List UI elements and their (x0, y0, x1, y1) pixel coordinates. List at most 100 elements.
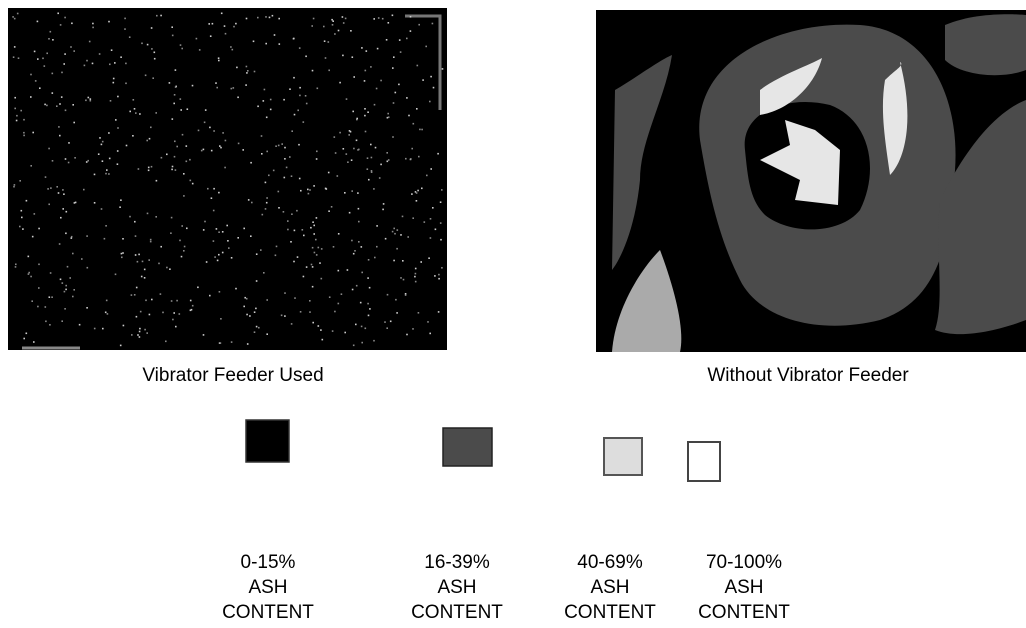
speckle (104, 238, 106, 240)
speckle (141, 43, 143, 45)
speckle (312, 286, 314, 288)
speckle (161, 157, 163, 159)
speckle (114, 62, 116, 64)
speckle (64, 17, 66, 19)
speckle (353, 345, 355, 347)
speckle (20, 110, 22, 112)
speckle (294, 114, 296, 116)
speckle (418, 312, 420, 314)
speckle (440, 239, 442, 241)
speckle (411, 193, 413, 195)
speckle (347, 269, 349, 271)
speckle (73, 50, 75, 52)
speckle (266, 151, 268, 153)
speckle (361, 246, 363, 248)
speckle (438, 274, 440, 276)
speckle (438, 311, 440, 313)
speckle (393, 56, 395, 58)
speckle (405, 158, 407, 160)
speckle (61, 320, 63, 322)
speckle (348, 134, 350, 136)
speckle (113, 82, 115, 84)
speckle (144, 269, 146, 271)
speckle (398, 84, 400, 86)
speckle (371, 171, 373, 173)
speckle (131, 294, 133, 296)
speckle (17, 13, 19, 15)
speckle (305, 56, 307, 58)
speckle (192, 85, 194, 87)
speckle (395, 299, 397, 301)
speckle (120, 56, 122, 58)
speckle (306, 266, 308, 268)
speckle (353, 76, 355, 78)
speckle (350, 131, 352, 133)
speckle (171, 26, 173, 28)
speckle (297, 256, 299, 258)
speckle (291, 175, 293, 177)
speckle (173, 103, 175, 105)
speckle (131, 334, 133, 336)
speckle (407, 236, 409, 238)
speckle (21, 217, 23, 219)
speckle (417, 65, 419, 67)
speckle (419, 129, 421, 131)
speckle (284, 177, 286, 179)
speckle (182, 134, 184, 136)
speckle (125, 83, 127, 85)
speckle (26, 333, 28, 335)
speckle (47, 188, 49, 190)
speckle (366, 50, 368, 52)
speckle (387, 294, 389, 296)
speckle (343, 148, 345, 150)
speckle (422, 79, 424, 81)
legend-swatch (443, 428, 492, 466)
speckle (49, 324, 51, 326)
speckle (343, 22, 345, 24)
speckle (124, 18, 126, 20)
speckle (268, 175, 270, 177)
speckle (299, 47, 301, 49)
speckle (293, 38, 295, 40)
speckle (370, 66, 372, 68)
speckle (49, 296, 51, 298)
speckle (32, 132, 34, 134)
speckle (370, 144, 372, 146)
speckle (171, 169, 173, 171)
speckle (390, 321, 392, 323)
speckle (140, 311, 142, 313)
speckle (230, 46, 232, 48)
speckle (117, 127, 119, 129)
speckle (358, 221, 360, 223)
speckle (219, 145, 221, 147)
speckle (323, 26, 325, 28)
speckle (18, 57, 20, 59)
speckle (400, 234, 402, 236)
speckle (245, 84, 247, 86)
speckle (214, 256, 216, 258)
speckle (19, 226, 21, 228)
speckle (46, 53, 48, 55)
speckle (247, 70, 249, 72)
speckle (361, 272, 363, 274)
speckle (261, 153, 263, 155)
speckle (440, 201, 442, 203)
speckle (286, 167, 288, 169)
speckle (442, 68, 444, 70)
speckle (425, 46, 427, 48)
speckle (320, 329, 322, 331)
legend-label: ASH (248, 577, 287, 598)
speckle (16, 120, 18, 122)
speckle (64, 308, 66, 310)
speckle (351, 240, 353, 242)
speckle (251, 202, 253, 204)
speckle (14, 46, 16, 48)
speckle (367, 303, 369, 305)
speckle (361, 326, 363, 328)
speckle (218, 192, 220, 194)
legend-label: ASH (590, 577, 629, 598)
speckle (353, 253, 355, 255)
speckle (315, 239, 317, 241)
speckle (256, 280, 258, 282)
speckle (30, 165, 32, 167)
